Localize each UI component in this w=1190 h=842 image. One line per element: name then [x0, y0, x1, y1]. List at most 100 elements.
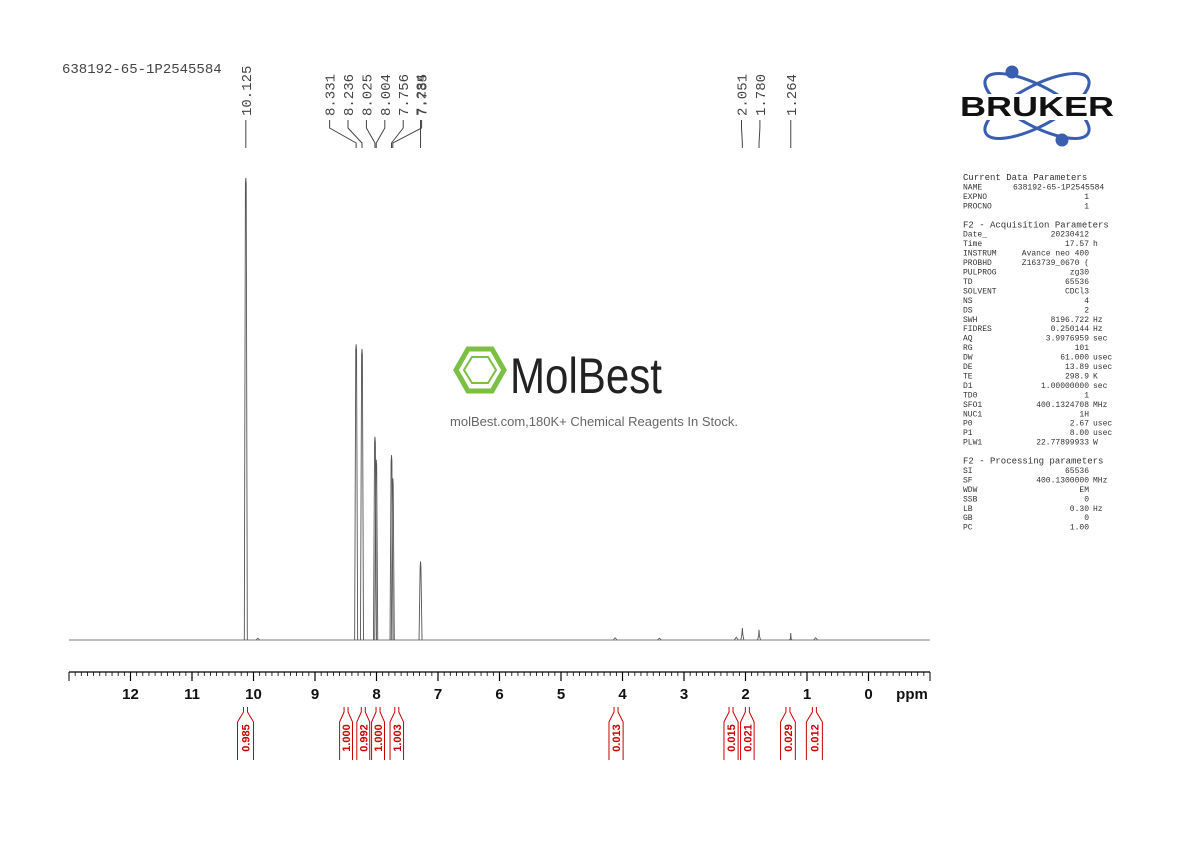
integral-bracket [389, 707, 405, 760]
integral-bracket [339, 707, 354, 760]
parameter-unit: Hz [1093, 316, 1103, 325]
parameter-key: PLW1 [963, 439, 982, 448]
peak-label: 8.331 [324, 74, 340, 116]
parameter-section-title: Current Data Parameters [963, 173, 1087, 183]
peak-label: 8.236 [342, 74, 358, 116]
x-tick-label: 5 [557, 686, 565, 703]
parameter-value: 1.00 [1070, 524, 1089, 533]
parameter-key: D1 [963, 382, 973, 391]
parameter-key: SFO1 [963, 401, 982, 410]
x-tick-label: 12 [122, 686, 139, 703]
peak [788, 633, 793, 641]
parameter-section-title: F2 - Acquisition Parameters [963, 220, 1109, 230]
integral-label: 0.985 [241, 724, 253, 752]
parameter-value: 400.1300000 [1036, 476, 1089, 485]
parameter-key: PROCNO [963, 202, 992, 211]
parameter-value: 65536 [1065, 278, 1089, 287]
integral-label: 0.029 [783, 724, 795, 752]
parameter-key: NUC1 [963, 410, 982, 419]
parameter-value: zg30 [1070, 269, 1089, 278]
parameter-unit: usec [1093, 363, 1112, 372]
logo-text: BRUKER [960, 91, 1114, 122]
parameter-value: 17.57 [1065, 240, 1089, 249]
x-tick-label: 7 [434, 686, 442, 703]
integral-bracket [356, 707, 371, 760]
parameter-value: 1.00000000 [1041, 382, 1089, 391]
parameter-key: P0 [963, 420, 973, 429]
parameter-key: P1 [963, 429, 973, 438]
parameter-value: 22.77899933 [1036, 439, 1089, 448]
parameter-value: 65536 [1065, 467, 1089, 476]
x-tick-label: 10 [245, 686, 262, 703]
parameter-key: NAME [963, 183, 982, 192]
logo-backdrop [958, 94, 1116, 120]
parameter-key: EXPNO [963, 193, 987, 202]
peak-label: 8.025 [360, 74, 376, 116]
parameter-key: FIDRES [963, 325, 992, 334]
x-tick-label: 0 [864, 686, 872, 703]
integral-bracket [780, 707, 796, 760]
parameter-key: SOLVENT [963, 287, 997, 296]
peak-label: 2.051 [735, 74, 751, 116]
parameter-value: 0 [1084, 514, 1089, 523]
watermark-tagline: molBest.com,180K+ Chemical Reagents In S… [450, 414, 738, 429]
parameter-key: RG [963, 344, 973, 353]
peak-leader [758, 120, 761, 148]
logo-dot [1005, 65, 1019, 79]
integral-label: 0.015 [726, 724, 738, 752]
integral-label: 1.000 [341, 724, 353, 752]
parameter-key: WDW [963, 486, 978, 495]
parameter-unit: sec [1093, 335, 1108, 344]
peak-leader [740, 120, 743, 148]
integral-bracket [608, 707, 624, 760]
peak [757, 629, 761, 641]
peak-leader [365, 120, 376, 148]
parameter-section-title: F2 - Processing parameters [963, 457, 1103, 467]
parameter-key: TD [963, 278, 973, 287]
parameter-value: 1 [1084, 193, 1089, 202]
x-tick-label: 8 [372, 686, 380, 703]
parameter-key: PULPROG [963, 269, 997, 278]
logo-orbit [983, 72, 1091, 140]
parameter-key: LB [963, 505, 973, 514]
parameter-key: DS [963, 306, 973, 315]
parameter-value: Avance neo 400 [1022, 250, 1089, 259]
parameter-key: PC [963, 524, 973, 533]
peak [354, 344, 359, 641]
peak-label: 1.780 [754, 74, 770, 116]
integral-label: 0.992 [358, 724, 370, 752]
minor-peak [255, 637, 261, 641]
peak-label: 7.284 [415, 74, 431, 116]
x-tick-label: 11 [184, 686, 200, 703]
parameter-value: EM [1079, 486, 1089, 495]
logo-dot [1055, 133, 1069, 147]
peak [740, 627, 745, 641]
peak-label: 1.264 [785, 74, 801, 116]
parameter-key: DE [963, 363, 973, 372]
integral-bracket [805, 707, 823, 760]
integral-label: 1.000 [373, 724, 385, 752]
minor-peak [657, 637, 662, 641]
parameter-key: GB [963, 514, 973, 523]
integral-bracket [740, 707, 755, 760]
parameter-unit: MHz [1093, 401, 1108, 410]
sample-name: 638192-65-1P2545584 [62, 62, 222, 78]
parameter-value: 1 [1084, 202, 1089, 211]
x-tick-label: 1 [803, 686, 811, 703]
parameter-value: 0 [1084, 495, 1089, 504]
peak-label: 7.756 [397, 74, 413, 116]
parameter-unit: sec [1093, 382, 1108, 391]
logo [983, 65, 1091, 147]
parameter-key: Time [963, 240, 982, 249]
integral-bracket [237, 707, 254, 760]
x-tick-label: 3 [680, 686, 688, 703]
parameter-unit: MHz [1093, 476, 1108, 485]
integral-bracket [723, 707, 739, 760]
parameter-key: DW [963, 354, 973, 363]
parameter-value: 13.89 [1065, 363, 1089, 372]
parameter-key: SI [963, 467, 973, 476]
parameter-key: PROBHD [963, 259, 992, 268]
x-tick-label: 9 [311, 686, 319, 703]
